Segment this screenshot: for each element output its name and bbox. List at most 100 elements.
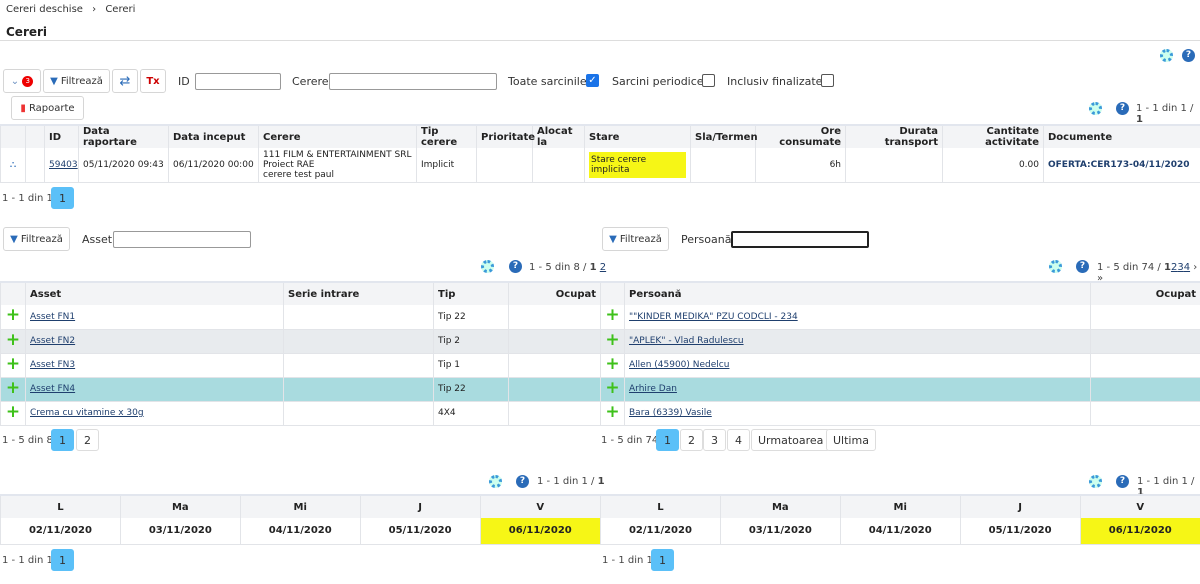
header-ocupat[interactable]: Ocupat [508,281,600,305]
last-page-button[interactable]: Ultima [826,429,876,451]
help-icon[interactable]: ? [1182,49,1195,62]
page-button[interactable]: 1 [651,549,674,571]
table-row[interactable]: + Arhire Dan [600,377,1200,402]
page-link[interactable]: 2 [1170,262,1178,273]
help-icon[interactable]: ? [516,475,529,488]
add-icon[interactable]: + [600,305,625,330]
date-cell[interactable]: 05/11/2020 [359,518,481,545]
header-data-inceput[interactable]: Data inceput [168,124,259,148]
asset-link[interactable]: Crema cu vitamine x 30g [30,408,144,418]
cerere-input[interactable] [329,73,497,90]
date-cell[interactable]: 02/11/2020 [0,518,121,545]
header-alocat-la[interactable]: Alocat la [532,124,585,148]
header-asset[interactable]: Asset [25,281,284,305]
page-button[interactable]: 4 [727,429,750,451]
breadcrumb-item[interactable]: Cereri deschise [6,4,83,15]
add-icon[interactable]: + [600,329,625,354]
person-link[interactable]: Allen (45900) Nedelcu [629,360,730,370]
date-cell[interactable]: 03/11/2020 [719,518,841,545]
help-icon[interactable]: ? [509,260,522,273]
header-sla[interactable]: Sla/Termen [690,124,758,148]
header-stare[interactable]: Stare [584,124,691,148]
expand-button[interactable]: ⌄ 3 [3,69,41,93]
page-button[interactable]: 1 [51,429,74,451]
header-tip-cerere[interactable]: Tip cerere [416,124,477,148]
person-link[interactable]: ""KINDER MEDIKA" PZU CODCLI - 234 [629,311,798,322]
next-page-link[interactable]: › [1193,262,1198,273]
table-row[interactable]: + ""KINDER MEDIKA" PZU CODCLI - 234 [600,305,1200,330]
sarcini-periodice-checkbox[interactable] [702,74,715,87]
gear-icon[interactable] [489,475,502,488]
header-documente[interactable]: Documente [1043,124,1200,148]
person-link[interactable]: Arhire Dan [629,384,677,394]
refresh-button[interactable]: ⇄ [112,69,138,93]
header-ocupat[interactable]: Ocupat [1090,281,1200,305]
date-cell[interactable]: 05/11/2020 [959,518,1081,545]
header-data-raportare[interactable]: Data raportare [78,124,169,148]
add-icon[interactable]: + [600,353,625,378]
asset-link[interactable]: Asset FN1 [30,311,76,322]
next-page-button[interactable]: Urmatoarea [751,429,831,451]
filter-button[interactable]: ▼ Filtrează [43,69,110,93]
add-icon[interactable]: + [0,353,26,378]
header-persoana[interactable]: Persoană [624,281,1091,305]
add-icon[interactable]: + [600,401,625,426]
clear-filter-button[interactable]: Tx [140,69,166,93]
breadcrumb-item[interactable]: Cereri [105,4,136,15]
cell-documente[interactable]: OFERTA:CER173-04/11/2020 [1043,148,1200,183]
gear-icon[interactable] [1160,49,1173,62]
asset-link[interactable]: Asset FN2 [30,336,76,346]
person-input[interactable] [731,231,869,248]
header-tip[interactable]: Tip [433,281,509,305]
header-cantitate[interactable]: Cantitate activitate [942,124,1044,148]
page-button[interactable]: 1 [51,549,74,571]
person-link[interactable]: "APLEK" - Vlad Radulescu [629,336,744,346]
date-cell[interactable]: 03/11/2020 [119,518,241,545]
person-link[interactable]: Bara (6339) Vasile [629,408,712,418]
rapoarte-button[interactable]: ▮ Rapoarte [11,96,84,120]
inclusiv-finalizate-checkbox[interactable] [821,74,834,87]
add-icon[interactable]: + [0,401,26,426]
person-filter-button[interactable]: ▼ Filtrează [602,227,669,251]
last-page-link[interactable]: » [1097,273,1104,284]
page-button[interactable]: 3 [703,429,726,451]
asset-link[interactable]: Asset FN4 [30,384,76,394]
gear-icon[interactable] [1089,475,1102,488]
hierarchy-icon[interactable]: ⛬ [0,148,26,183]
gear-icon[interactable] [1049,260,1062,273]
date-cell[interactable]: 04/11/2020 [839,518,961,545]
table-row[interactable]: + Asset FN4 Tip 22 [0,377,600,402]
request-id-link[interactable]: 59403 [49,159,78,170]
help-icon[interactable]: ? [1116,102,1129,115]
header-cerere[interactable]: Cerere [258,124,417,148]
gear-icon[interactable] [1089,102,1102,115]
toate-sarcinile-checkbox[interactable]: ✓ [586,74,599,87]
header-prioritate[interactable]: Prioritate [476,124,535,148]
header-id[interactable]: ID [44,124,79,148]
help-icon[interactable]: ? [1076,260,1089,273]
table-row[interactable]: + Asset FN1 Tip 22 [0,305,600,330]
header-ore[interactable]: Ore consumate [755,124,846,148]
page-link[interactable]: 3 [1177,262,1184,273]
gear-icon[interactable] [481,260,494,273]
table-row[interactable]: + "APLEK" - Vlad Radulescu [600,329,1200,354]
add-icon[interactable]: + [0,305,26,330]
date-cell[interactable]: 04/11/2020 [239,518,361,545]
add-icon[interactable]: + [0,329,26,354]
table-row[interactable]: + Asset FN3 Tip 1 [0,353,600,378]
header-durata[interactable]: Durata transport [845,124,943,148]
help-icon[interactable]: ? [1116,475,1129,488]
table-row[interactable]: + Allen (45900) Nedelcu [600,353,1200,378]
date-cell[interactable]: 06/11/2020 [479,518,600,545]
page-button[interactable]: 2 [680,429,703,451]
date-cell[interactable]: 06/11/2020 [1079,518,1200,545]
add-icon[interactable]: + [600,377,625,402]
page-button[interactable]: 2 [76,429,99,451]
id-input[interactable] [195,73,281,90]
page-button[interactable]: 1 [51,187,74,209]
add-icon[interactable]: + [0,377,26,402]
page-button[interactable]: 1 [656,429,679,451]
page-link[interactable]: 4 [1183,262,1191,273]
asset-filter-button[interactable]: ▼ Filtrează [3,227,70,251]
date-cell[interactable]: 02/11/2020 [600,518,721,545]
